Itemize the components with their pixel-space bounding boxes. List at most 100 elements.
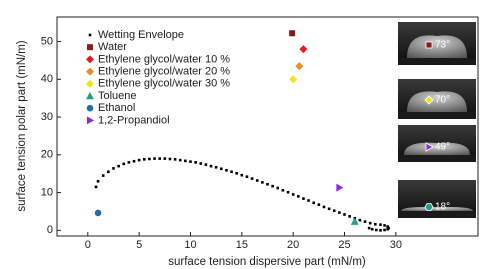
data-point xyxy=(276,187,279,190)
data-point xyxy=(351,218,359,225)
inset-icon xyxy=(426,42,432,48)
data-point xyxy=(271,185,274,188)
legend-marker xyxy=(89,34,92,37)
data-point xyxy=(379,223,382,226)
data-point xyxy=(179,159,182,162)
data-point xyxy=(189,160,192,163)
data-point xyxy=(289,75,297,83)
x-tick-label: 5 xyxy=(136,239,142,251)
legend-marker xyxy=(86,92,94,99)
legend-label: 1,2-Propandiol xyxy=(98,114,170,126)
data-point xyxy=(364,220,367,223)
legend-label: Wetting Envelope xyxy=(98,29,184,41)
data-point xyxy=(256,179,259,182)
data-point xyxy=(302,197,305,200)
data-point xyxy=(153,157,156,160)
data-point xyxy=(287,191,290,194)
data-point xyxy=(369,222,372,225)
data-point xyxy=(348,215,351,218)
inset-label: 49° xyxy=(435,142,450,153)
data-point xyxy=(383,229,386,232)
legend-label: Toluene xyxy=(98,90,137,102)
inset-label: 18° xyxy=(435,202,450,213)
y-tick-label: 20 xyxy=(41,149,53,161)
legend-label: Ethylene glycol/water 20 % xyxy=(98,66,230,78)
data-point xyxy=(128,161,131,164)
legend-label: Ethanol xyxy=(98,102,135,114)
data-point xyxy=(261,181,264,184)
data-point xyxy=(379,229,382,232)
data-point xyxy=(318,203,321,206)
data-point xyxy=(97,180,100,183)
data-point xyxy=(333,209,336,212)
legend-marker xyxy=(87,44,93,50)
data-point xyxy=(194,161,197,164)
substrate xyxy=(398,112,476,119)
legend-label: Ethylene glycol/water 10 % xyxy=(98,53,230,65)
data-point xyxy=(174,158,177,161)
data-point xyxy=(297,195,300,198)
data-point xyxy=(266,183,269,186)
data-point xyxy=(102,174,105,177)
data-point xyxy=(133,160,136,163)
data-point xyxy=(107,171,110,174)
inset-photo: 73° xyxy=(398,22,476,65)
data-point xyxy=(122,163,125,166)
data-point xyxy=(307,199,310,202)
legend-label: Ethylene glycol/water 30 % xyxy=(98,78,230,90)
inset-label: 70° xyxy=(435,95,450,106)
inset-photo: 49° xyxy=(398,125,476,162)
data-point xyxy=(371,228,374,231)
y-tick-label: 30 xyxy=(41,111,53,123)
x-tick-label: 15 xyxy=(236,239,248,251)
substrate xyxy=(398,58,476,65)
data-point xyxy=(164,157,167,160)
data-point xyxy=(112,167,115,170)
inset-label: 73° xyxy=(435,40,450,51)
data-point xyxy=(220,167,223,170)
inset-photo: 18° xyxy=(398,180,476,218)
data-point xyxy=(292,193,295,196)
data-point xyxy=(328,208,331,211)
data-point xyxy=(210,165,213,168)
data-point xyxy=(359,219,362,222)
x-tick-label: 20 xyxy=(287,239,299,251)
data-point xyxy=(225,169,228,172)
data-point xyxy=(205,163,208,166)
y-tick-label: 0 xyxy=(47,224,53,236)
x-tick-label: 25 xyxy=(338,239,350,251)
data-point xyxy=(282,189,285,192)
data-point xyxy=(230,171,233,174)
data-point xyxy=(336,184,343,192)
data-point xyxy=(323,206,326,209)
data-point xyxy=(241,174,244,177)
y-tick-label: 50 xyxy=(41,35,53,47)
data-point xyxy=(251,177,254,180)
y-tick-label: 10 xyxy=(41,186,53,198)
data-point xyxy=(95,210,102,217)
inset-photo: 70° xyxy=(398,79,476,119)
data-point xyxy=(199,162,202,165)
legend-marker xyxy=(86,68,94,76)
data-point xyxy=(299,45,307,53)
data-point xyxy=(148,158,151,161)
data-point xyxy=(312,201,315,204)
legend-marker xyxy=(87,105,94,112)
data-point xyxy=(143,158,146,161)
data-point xyxy=(374,223,377,226)
data-point xyxy=(246,175,249,178)
data-point xyxy=(383,224,386,227)
y-tick-label: 40 xyxy=(41,73,53,85)
legend-marker xyxy=(86,80,94,88)
data-point xyxy=(95,186,98,189)
data-point xyxy=(235,172,238,175)
x-axis-label: surface tension dispersive part (mN/m) xyxy=(168,256,366,268)
data-point xyxy=(289,30,295,36)
data-point xyxy=(158,157,161,160)
data-point xyxy=(117,165,120,168)
data-point xyxy=(368,227,371,230)
data-point xyxy=(169,158,172,161)
substrate xyxy=(398,155,476,162)
chart: surface tension dispersive part (mN/m) s… xyxy=(0,0,482,269)
data-point xyxy=(184,160,187,163)
